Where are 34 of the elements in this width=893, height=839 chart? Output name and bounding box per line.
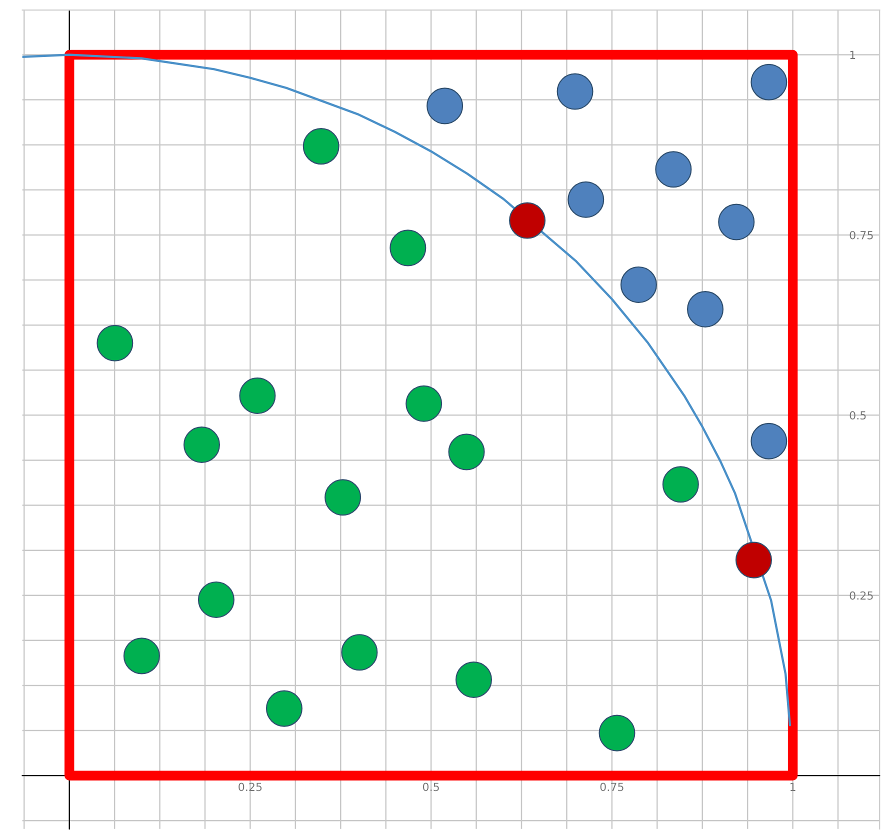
point xyxy=(239,377,276,414)
x-tick-label: 0.25 xyxy=(238,782,262,792)
point xyxy=(183,426,220,463)
point xyxy=(426,88,464,124)
point xyxy=(390,230,426,266)
x-tick-label: 0.5 xyxy=(422,782,439,792)
x-tick-label: 1 xyxy=(790,782,796,791)
point xyxy=(324,479,362,516)
point xyxy=(620,266,657,303)
point xyxy=(662,466,699,503)
point xyxy=(718,204,755,240)
point xyxy=(556,73,594,110)
point xyxy=(598,714,636,752)
point xyxy=(341,634,378,671)
y-tick-label: 0.75 xyxy=(850,230,873,240)
point xyxy=(302,128,340,165)
x-tick-label: 0.75 xyxy=(600,782,624,792)
point xyxy=(96,324,134,362)
y-tick-label: 1 xyxy=(850,50,856,59)
point xyxy=(455,661,492,698)
point xyxy=(750,64,788,100)
point xyxy=(509,202,546,239)
point xyxy=(198,581,234,618)
point xyxy=(735,542,772,578)
point xyxy=(448,434,485,470)
point xyxy=(406,385,442,422)
y-tick-label: 0.5 xyxy=(850,411,866,420)
point xyxy=(123,638,160,674)
point xyxy=(266,690,302,727)
point xyxy=(655,151,692,188)
point xyxy=(750,422,788,460)
point xyxy=(568,181,604,218)
point xyxy=(686,290,724,328)
y-tick-label: 0.25 xyxy=(850,591,873,600)
